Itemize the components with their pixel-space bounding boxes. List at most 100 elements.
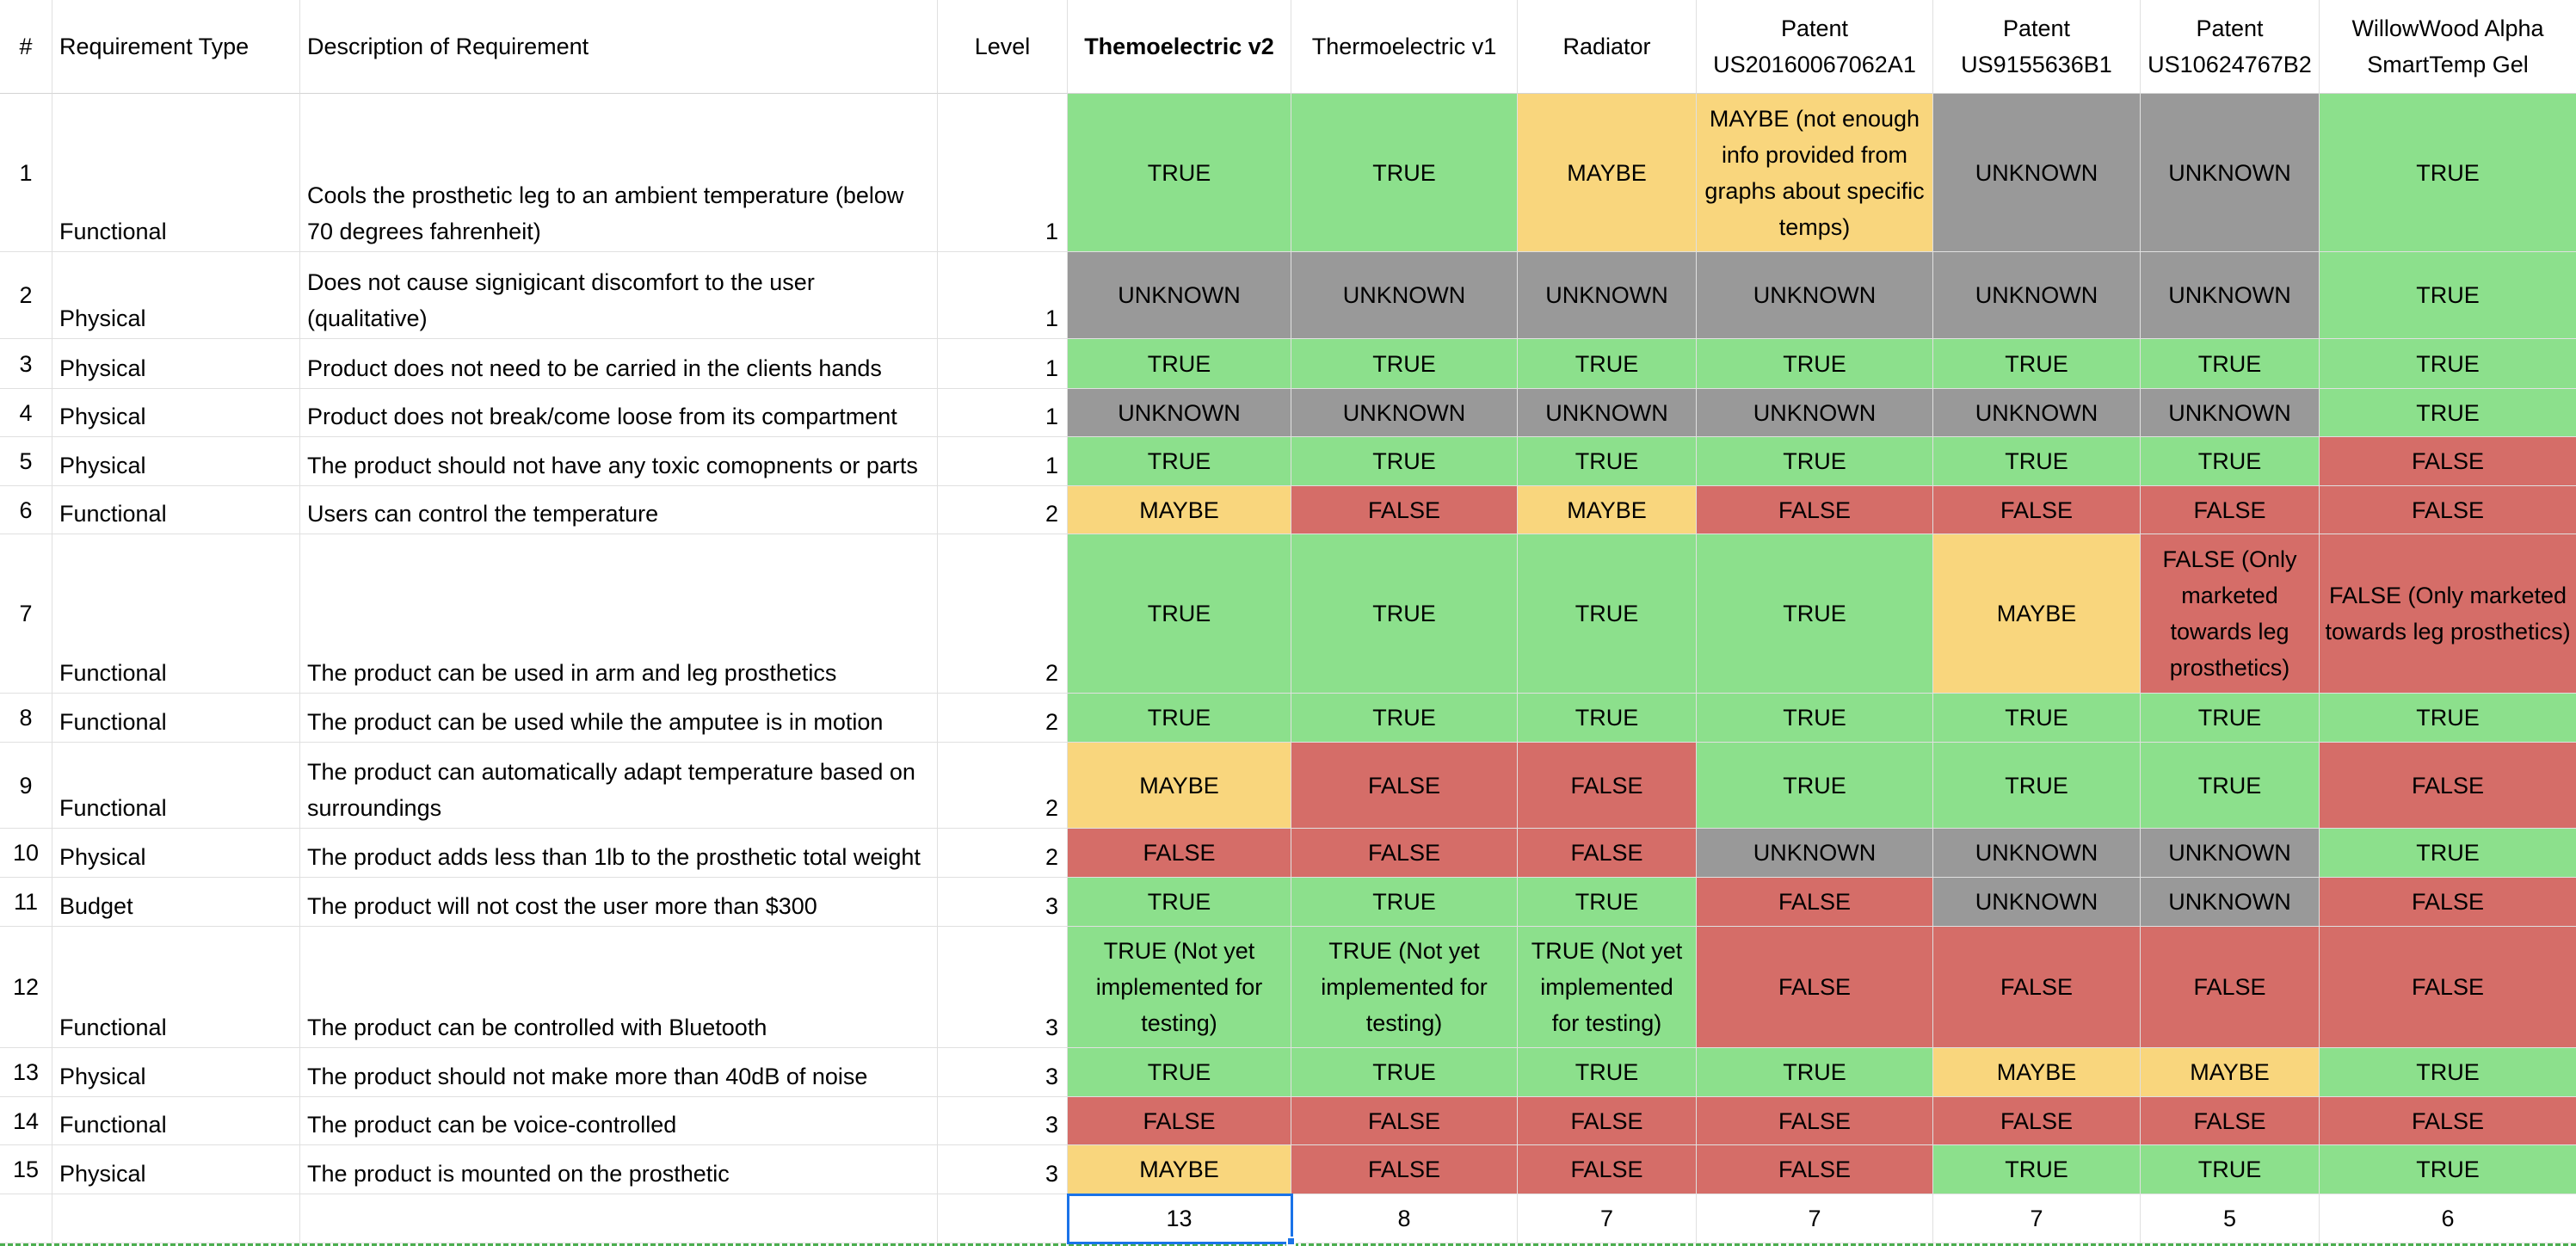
evaluation-cell-patent-us10624767b2[interactable]: FALSE bbox=[2141, 486, 2320, 534]
total-cell-thermoelectric-v1[interactable]: 8 bbox=[1291, 1194, 1518, 1243]
requirement-description-cell[interactable]: Cools the prosthetic leg to an ambient t… bbox=[300, 94, 938, 252]
row-number-cell[interactable]: 14 bbox=[0, 1097, 52, 1145]
row-number-cell[interactable]: 7 bbox=[0, 534, 52, 694]
total-cell-patent-us20160067062a1[interactable]: 7 bbox=[1697, 1194, 1933, 1243]
requirement-type-cell[interactable]: Functional bbox=[52, 743, 300, 829]
evaluation-cell-thermoelectric-v1[interactable]: TRUE bbox=[1291, 94, 1518, 252]
evaluation-cell-patent-us10624767b2[interactable]: TRUE bbox=[2141, 743, 2320, 829]
requirement-type-cell[interactable]: Physical bbox=[52, 829, 300, 878]
column-header-willowwood-alpha-smarttemp-gel[interactable]: WillowWood Alpha SmartTemp Gel bbox=[2320, 0, 2576, 94]
total-cell-willowwood-alpha-smarttemp-gel[interactable]: 6 bbox=[2320, 1194, 2576, 1243]
evaluation-cell-themoelectric-v2[interactable]: TRUE (Not yet implemented for testing) bbox=[1068, 927, 1291, 1048]
evaluation-cell-radiator[interactable]: FALSE bbox=[1518, 829, 1697, 878]
evaluation-cell-patent-us9155636b1[interactable]: TRUE bbox=[1933, 437, 2141, 486]
evaluation-cell-willowwood-alpha-smarttemp-gel[interactable]: TRUE bbox=[2320, 829, 2576, 878]
requirement-type-cell[interactable]: Functional bbox=[52, 94, 300, 252]
evaluation-cell-thermoelectric-v1[interactable]: FALSE bbox=[1291, 486, 1518, 534]
requirement-type-cell[interactable]: Functional bbox=[52, 486, 300, 534]
requirement-level-cell[interactable]: 3 bbox=[938, 1145, 1068, 1194]
evaluation-cell-patent-us9155636b1[interactable]: TRUE bbox=[1933, 339, 2141, 389]
evaluation-cell-themoelectric-v2[interactable]: MAYBE bbox=[1068, 743, 1291, 829]
row-number-cell[interactable]: 9 bbox=[0, 743, 52, 829]
evaluation-cell-willowwood-alpha-smarttemp-gel[interactable]: FALSE bbox=[2320, 486, 2576, 534]
evaluation-cell-patent-us20160067062a1[interactable]: FALSE bbox=[1697, 1145, 1933, 1194]
evaluation-cell-willowwood-alpha-smarttemp-gel[interactable]: FALSE bbox=[2320, 878, 2576, 927]
evaluation-cell-themoelectric-v2[interactable]: TRUE bbox=[1068, 878, 1291, 927]
evaluation-cell-thermoelectric-v1[interactable]: TRUE bbox=[1291, 437, 1518, 486]
evaluation-cell-thermoelectric-v1[interactable]: TRUE bbox=[1291, 694, 1518, 743]
evaluation-cell-willowwood-alpha-smarttemp-gel[interactable]: FALSE bbox=[2320, 1097, 2576, 1145]
requirement-level-cell[interactable]: 2 bbox=[938, 486, 1068, 534]
evaluation-cell-willowwood-alpha-smarttemp-gel[interactable]: FALSE bbox=[2320, 743, 2576, 829]
evaluation-cell-patent-us20160067062a1[interactable]: FALSE bbox=[1697, 878, 1933, 927]
evaluation-cell-patent-us9155636b1[interactable]: TRUE bbox=[1933, 1145, 2141, 1194]
evaluation-cell-patent-us20160067062a1[interactable]: TRUE bbox=[1697, 534, 1933, 694]
evaluation-cell-patent-us9155636b1[interactable]: UNKNOWN bbox=[1933, 94, 2141, 252]
requirement-level-cell[interactable]: 2 bbox=[938, 743, 1068, 829]
evaluation-cell-patent-us10624767b2[interactable]: FALSE bbox=[2141, 927, 2320, 1048]
evaluation-cell-thermoelectric-v1[interactable]: FALSE bbox=[1291, 1145, 1518, 1194]
evaluation-cell-willowwood-alpha-smarttemp-gel[interactable]: TRUE bbox=[2320, 1145, 2576, 1194]
evaluation-cell-patent-us9155636b1[interactable]: FALSE bbox=[1933, 486, 2141, 534]
evaluation-cell-radiator[interactable]: TRUE bbox=[1518, 534, 1697, 694]
evaluation-cell-thermoelectric-v1[interactable]: TRUE bbox=[1291, 339, 1518, 389]
evaluation-cell-radiator[interactable]: TRUE bbox=[1518, 339, 1697, 389]
column-header-level[interactable]: Level bbox=[938, 0, 1068, 94]
requirement-description-cell[interactable]: The product should not have any toxic co… bbox=[300, 437, 938, 486]
evaluation-cell-themoelectric-v2[interactable]: TRUE bbox=[1068, 94, 1291, 252]
evaluation-cell-patent-us10624767b2[interactable]: FALSE bbox=[2141, 1097, 2320, 1145]
evaluation-cell-themoelectric-v2[interactable]: TRUE bbox=[1068, 534, 1291, 694]
column-header-thermoelectric-v1[interactable]: Thermoelectric v1 bbox=[1291, 0, 1518, 94]
row-number-cell[interactable]: 3 bbox=[0, 339, 52, 389]
evaluation-cell-themoelectric-v2[interactable]: TRUE bbox=[1068, 339, 1291, 389]
row-number-cell[interactable]: 10 bbox=[0, 829, 52, 878]
evaluation-cell-patent-us9155636b1[interactable]: UNKNOWN bbox=[1933, 878, 2141, 927]
evaluation-cell-patent-us20160067062a1[interactable]: FALSE bbox=[1697, 486, 1933, 534]
requirement-level-cell[interactable]: 1 bbox=[938, 252, 1068, 339]
evaluation-cell-patent-us10624767b2[interactable]: UNKNOWN bbox=[2141, 389, 2320, 437]
evaluation-cell-thermoelectric-v1[interactable]: FALSE bbox=[1291, 829, 1518, 878]
evaluation-cell-patent-us20160067062a1[interactable]: UNKNOWN bbox=[1697, 829, 1933, 878]
row-number-cell[interactable]: 13 bbox=[0, 1048, 52, 1097]
evaluation-cell-willowwood-alpha-smarttemp-gel[interactable]: TRUE bbox=[2320, 252, 2576, 339]
evaluation-cell-radiator[interactable]: FALSE bbox=[1518, 743, 1697, 829]
evaluation-cell-themoelectric-v2[interactable]: MAYBE bbox=[1068, 1145, 1291, 1194]
evaluation-cell-patent-us10624767b2[interactable]: FALSE (Only marketed towards leg prosthe… bbox=[2141, 534, 2320, 694]
evaluation-cell-willowwood-alpha-smarttemp-gel[interactable]: TRUE bbox=[2320, 339, 2576, 389]
total-cell-patent-us10624767b2[interactable]: 5 bbox=[2141, 1194, 2320, 1243]
requirement-level-cell[interactable]: 1 bbox=[938, 437, 1068, 486]
evaluation-cell-themoelectric-v2[interactable]: FALSE bbox=[1068, 829, 1291, 878]
evaluation-cell-willowwood-alpha-smarttemp-gel[interactable]: TRUE bbox=[2320, 694, 2576, 743]
requirement-description-cell[interactable]: The product should not make more than 40… bbox=[300, 1048, 938, 1097]
requirement-level-cell[interactable]: 3 bbox=[938, 927, 1068, 1048]
evaluation-cell-patent-us9155636b1[interactable]: UNKNOWN bbox=[1933, 252, 2141, 339]
evaluation-cell-patent-us9155636b1[interactable]: TRUE bbox=[1933, 743, 2141, 829]
evaluation-cell-patent-us10624767b2[interactable]: UNKNOWN bbox=[2141, 878, 2320, 927]
evaluation-cell-thermoelectric-v1[interactable]: FALSE bbox=[1291, 743, 1518, 829]
evaluation-cell-patent-us20160067062a1[interactable]: TRUE bbox=[1697, 437, 1933, 486]
evaluation-cell-themoelectric-v2[interactable]: FALSE bbox=[1068, 1097, 1291, 1145]
requirement-description-cell[interactable]: Does not cause signigicant discomfort to… bbox=[300, 252, 938, 339]
requirement-description-cell[interactable]: The product is mounted on the prosthetic bbox=[300, 1145, 938, 1194]
column-header-number[interactable]: # bbox=[0, 0, 52, 94]
evaluation-cell-patent-us9155636b1[interactable]: FALSE bbox=[1933, 1097, 2141, 1145]
evaluation-cell-thermoelectric-v1[interactable]: TRUE bbox=[1291, 878, 1518, 927]
requirement-description-cell[interactable]: Product does not need to be carried in t… bbox=[300, 339, 938, 389]
evaluation-cell-willowwood-alpha-smarttemp-gel[interactable]: TRUE bbox=[2320, 1048, 2576, 1097]
column-header-patent-us20160067062a1[interactable]: Patent US20160067062A1 bbox=[1697, 0, 1933, 94]
requirement-type-cell[interactable]: Physical bbox=[52, 252, 300, 339]
requirement-type-cell[interactable]: Budget bbox=[52, 878, 300, 927]
evaluation-cell-radiator[interactable]: FALSE bbox=[1518, 1097, 1697, 1145]
empty-cell[interactable] bbox=[300, 1194, 938, 1243]
evaluation-cell-patent-us10624767b2[interactable]: MAYBE bbox=[2141, 1048, 2320, 1097]
fill-handle[interactable] bbox=[1286, 1237, 1296, 1246]
evaluation-cell-thermoelectric-v1[interactable]: TRUE (Not yet implemented for testing) bbox=[1291, 927, 1518, 1048]
evaluation-cell-willowwood-alpha-smarttemp-gel[interactable]: TRUE bbox=[2320, 389, 2576, 437]
evaluation-cell-patent-us9155636b1[interactable]: FALSE bbox=[1933, 927, 2141, 1048]
evaluation-cell-radiator[interactable]: TRUE bbox=[1518, 878, 1697, 927]
evaluation-cell-patent-us20160067062a1[interactable]: UNKNOWN bbox=[1697, 389, 1933, 437]
evaluation-cell-themoelectric-v2[interactable]: TRUE bbox=[1068, 437, 1291, 486]
requirement-type-cell[interactable]: Functional bbox=[52, 1097, 300, 1145]
requirement-description-cell[interactable]: The product can be controlled with Bluet… bbox=[300, 927, 938, 1048]
evaluation-cell-patent-us9155636b1[interactable]: MAYBE bbox=[1933, 534, 2141, 694]
